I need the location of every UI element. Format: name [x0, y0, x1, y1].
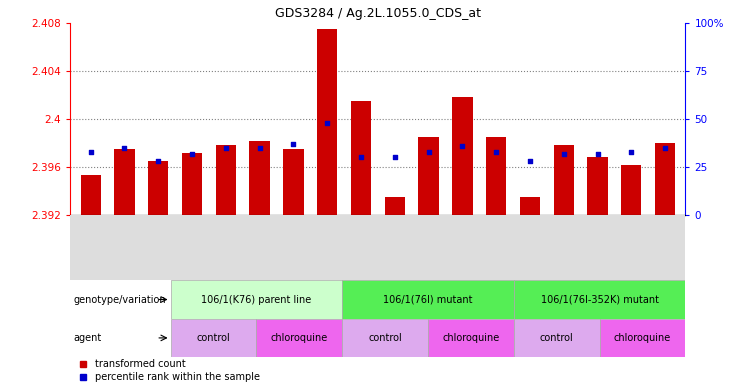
Text: control: control [196, 333, 230, 343]
Bar [351, 101, 371, 215]
Bar [385, 197, 405, 215]
Text: control: control [368, 333, 402, 343]
Bar [182, 152, 202, 215]
Point [153, 158, 165, 164]
Point [491, 149, 502, 155]
Point [84, 149, 96, 155]
Point [119, 145, 130, 151]
Bar [655, 143, 675, 215]
Point [456, 143, 468, 149]
Point [186, 151, 198, 157]
Point [253, 145, 265, 151]
Bar [317, 29, 337, 215]
Point [625, 149, 637, 155]
Point [524, 158, 536, 164]
Bar [81, 175, 101, 215]
Point [659, 145, 671, 151]
Bar [342, 280, 514, 319]
Bar [342, 319, 428, 357]
Text: chloroquine: chloroquine [442, 333, 499, 343]
Bar [599, 319, 685, 357]
Bar [554, 146, 574, 215]
Point [558, 151, 570, 157]
Bar [520, 197, 540, 215]
Bar [419, 137, 439, 215]
Point [591, 151, 603, 157]
Bar [486, 137, 506, 215]
Text: genotype/variation: genotype/variation [73, 295, 166, 305]
Text: 106/1(K76) parent line: 106/1(K76) parent line [202, 295, 311, 305]
Text: transformed count: transformed count [95, 359, 186, 369]
Point [322, 120, 333, 126]
Bar [283, 149, 304, 215]
Bar [428, 319, 514, 357]
Bar [514, 319, 599, 357]
Text: agent: agent [73, 333, 102, 343]
Text: 106/1(76I) mutant: 106/1(76I) mutant [383, 295, 473, 305]
Bar [170, 280, 342, 319]
Text: chloroquine: chloroquine [270, 333, 328, 343]
Bar [514, 280, 685, 319]
Text: percentile rank within the sample: percentile rank within the sample [95, 372, 260, 382]
Bar [148, 161, 168, 215]
Point [422, 149, 434, 155]
Bar [216, 146, 236, 215]
Bar [170, 319, 256, 357]
Point [288, 141, 299, 147]
Text: 106/1(76I-352K) mutant: 106/1(76I-352K) mutant [541, 295, 659, 305]
Bar [452, 98, 473, 215]
Bar [588, 157, 608, 215]
Bar [250, 141, 270, 215]
Bar [256, 319, 342, 357]
Title: GDS3284 / Ag.2L.1055.0_CDS_at: GDS3284 / Ag.2L.1055.0_CDS_at [275, 7, 481, 20]
Text: control: control [540, 333, 574, 343]
Point [389, 154, 401, 161]
Point [220, 145, 232, 151]
Point [355, 154, 367, 161]
Text: chloroquine: chloroquine [614, 333, 671, 343]
Bar [114, 149, 135, 215]
Bar [621, 165, 642, 215]
